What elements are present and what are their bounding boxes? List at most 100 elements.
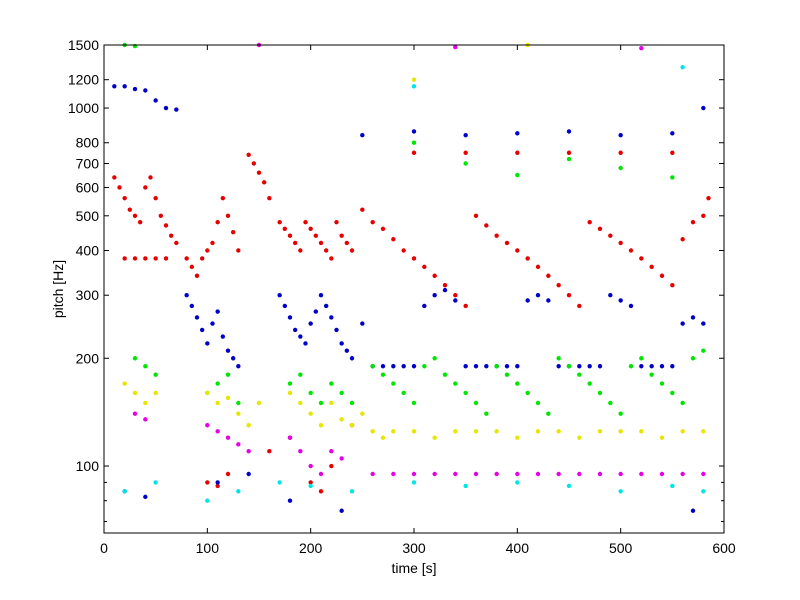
data-point: [670, 282, 675, 288]
data-point: [334, 327, 339, 333]
data-point: [287, 315, 293, 320]
data-point: [639, 429, 644, 434]
data-point: [153, 390, 158, 396]
data-point: [349, 400, 355, 406]
data-point: [608, 400, 613, 406]
data-point: [189, 264, 195, 270]
data-point: [597, 226, 603, 231]
data-point: [494, 233, 499, 238]
data-point: [515, 172, 520, 178]
data-point: [504, 364, 510, 369]
data-point: [205, 248, 210, 253]
data-point: [701, 429, 706, 434]
data-point: [473, 429, 479, 434]
data-point: [453, 293, 458, 298]
data-point: [168, 233, 174, 238]
data-point: [618, 132, 623, 138]
data-point: [225, 213, 231, 218]
data-point: [463, 161, 468, 166]
data-point: [298, 400, 303, 406]
data-point: [566, 150, 572, 155]
data-point: [256, 170, 262, 175]
data-point: [282, 226, 288, 231]
data-point: [158, 213, 164, 218]
data-point: [453, 298, 458, 303]
data-point: [225, 348, 231, 353]
data-point: [525, 256, 530, 261]
data-point: [318, 489, 324, 494]
data-point: [473, 213, 479, 218]
data-point: [236, 400, 241, 406]
data-point: [639, 364, 644, 369]
data-point: [391, 237, 396, 242]
data-point: [453, 429, 458, 434]
x-tick-label: 100: [196, 540, 220, 556]
data-point: [282, 303, 288, 309]
data-point: [422, 364, 427, 369]
data-point: [618, 429, 623, 434]
data-point: [370, 219, 375, 225]
data-point: [329, 449, 334, 454]
data-point: [370, 364, 375, 369]
data-point: [143, 256, 148, 261]
data-point: [411, 480, 417, 485]
data-point: [504, 372, 510, 377]
y-axis: 100 200 300 400 500 600 700 800 1000 1200 1500: [68, 37, 724, 522]
data-point: [504, 240, 510, 246]
data-point: [194, 315, 200, 320]
data-point: [463, 390, 468, 396]
data-point: [318, 400, 324, 406]
data-point: [287, 435, 293, 440]
data-point: [360, 132, 365, 138]
data-point: [577, 471, 582, 477]
data-point: [143, 417, 148, 422]
data-point: [515, 150, 520, 155]
data-point: [556, 356, 561, 361]
data-point: [411, 471, 417, 477]
data-point: [298, 449, 303, 454]
data-point: [246, 423, 251, 428]
data-point: [287, 390, 293, 396]
data-point: [628, 364, 634, 369]
data-point: [303, 341, 308, 346]
data-point: [577, 372, 582, 377]
data-point: [391, 381, 396, 386]
data-point: [577, 435, 582, 440]
data-point: [339, 456, 344, 461]
data-point: [308, 463, 313, 469]
data-point: [515, 480, 520, 485]
data-point: [153, 98, 158, 103]
data-point: [277, 219, 282, 225]
data-point: [649, 264, 654, 270]
data-point: [701, 213, 706, 218]
data-point: [701, 471, 706, 477]
data-point: [587, 381, 592, 386]
data-point: [137, 219, 143, 225]
data-point: [236, 248, 241, 253]
data-point: [473, 400, 479, 406]
data-point: [277, 480, 282, 485]
data-point: [680, 65, 685, 70]
data-point: [230, 356, 236, 361]
data-point: [292, 327, 298, 333]
plot-frame: [103, 44, 725, 534]
data-point: [215, 429, 220, 434]
data-point: [515, 248, 520, 253]
data-point: [215, 400, 220, 406]
data-point: [463, 483, 468, 489]
data-point: [670, 175, 675, 180]
data-point: [246, 471, 251, 477]
data-point: [649, 372, 654, 377]
data-point: [639, 471, 644, 477]
data-point: [303, 219, 308, 225]
data-point: [432, 356, 437, 361]
data-point: [442, 282, 448, 288]
data-point: [659, 471, 665, 477]
data-point: [515, 131, 520, 136]
data-point: [453, 471, 458, 477]
data-point: [194, 273, 200, 278]
data-point: [246, 152, 251, 158]
data-point: [308, 390, 313, 396]
y-tick-label: 600: [76, 179, 100, 195]
